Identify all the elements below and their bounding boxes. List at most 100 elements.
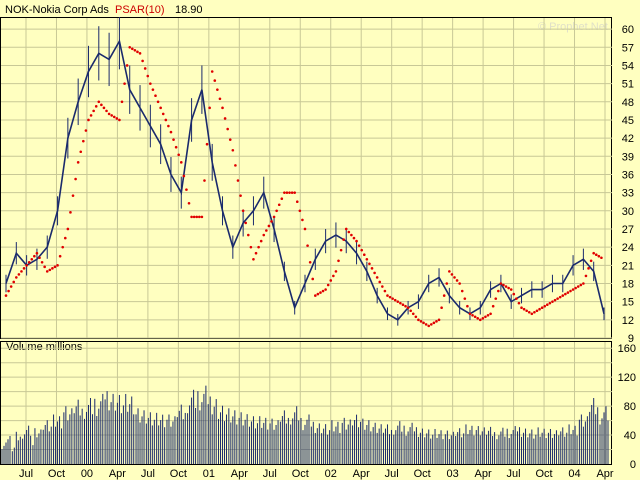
psar-point xyxy=(43,265,46,269)
psar-point xyxy=(448,270,451,273)
x-tick-label: Oct xyxy=(170,468,187,480)
psar-point xyxy=(58,254,62,258)
psar-point xyxy=(569,289,572,293)
psar-point xyxy=(502,283,505,287)
psar-point xyxy=(396,300,400,303)
psar-point xyxy=(422,321,425,325)
psar-point xyxy=(347,230,351,234)
psar-point xyxy=(298,209,302,213)
psar-point xyxy=(388,295,392,299)
psar-point xyxy=(272,215,276,219)
volume-y-tick-label: 0 xyxy=(630,459,636,471)
psar-point xyxy=(100,103,103,107)
psar-point xyxy=(239,194,242,197)
psar-point xyxy=(515,297,518,300)
price-y-tick-label: 45 xyxy=(622,115,634,127)
psar-point xyxy=(218,97,222,101)
psar-point xyxy=(205,142,209,146)
psar-point xyxy=(538,307,541,311)
psar-point xyxy=(344,227,348,231)
psar-point xyxy=(38,256,41,260)
psar-point xyxy=(138,52,142,55)
psar-point xyxy=(491,304,495,308)
psar-point xyxy=(414,315,418,319)
psar-point xyxy=(4,294,8,297)
psar-point xyxy=(545,303,549,306)
psar-point xyxy=(190,215,193,219)
x-tick-label: 02 xyxy=(325,468,337,480)
psar-point xyxy=(445,282,449,285)
psar-point xyxy=(107,112,111,116)
psar-point xyxy=(22,267,26,270)
psar-point xyxy=(195,215,199,219)
psar-point xyxy=(594,253,598,257)
psar-point xyxy=(45,270,49,273)
psar-point xyxy=(283,191,286,194)
psar-point xyxy=(553,298,557,302)
psar-point xyxy=(417,318,420,322)
psar-point xyxy=(17,273,21,276)
psar-point xyxy=(185,188,188,191)
psar-point xyxy=(82,139,85,143)
psar-point xyxy=(566,291,570,294)
psar-point xyxy=(182,174,186,178)
psar-point xyxy=(208,106,211,110)
psar-point xyxy=(223,117,227,120)
price-y-tick-label: 15 xyxy=(622,297,634,309)
psar-point xyxy=(365,257,369,261)
psar-point xyxy=(226,127,229,131)
psar-point xyxy=(326,283,330,287)
psar-point xyxy=(187,201,191,205)
psar-point xyxy=(522,307,526,311)
psar-point xyxy=(84,129,88,132)
psar-point xyxy=(89,114,93,117)
psar-point xyxy=(27,260,31,264)
price-y-tick-label: 27 xyxy=(622,224,634,236)
psar-point xyxy=(53,265,57,269)
psar-point xyxy=(337,259,340,263)
volume-y-tick-label: 120 xyxy=(618,372,636,384)
psar-point xyxy=(458,282,461,285)
price-y-tick-label: 48 xyxy=(622,97,634,109)
psar-point xyxy=(533,310,536,314)
psar-point xyxy=(35,251,39,255)
psar-point xyxy=(509,288,513,291)
psar-point xyxy=(244,221,248,225)
psar-point xyxy=(56,264,59,267)
psar-point xyxy=(92,109,95,113)
psar-point xyxy=(48,268,52,272)
psar-point xyxy=(295,200,299,204)
psar-point xyxy=(66,227,70,231)
psar-point xyxy=(600,256,603,260)
psar-point xyxy=(530,312,534,316)
price-y-tick-label: 18 xyxy=(622,278,634,290)
psar-point xyxy=(527,310,531,314)
psar-point xyxy=(430,323,433,326)
volume-y-tick-label: 80 xyxy=(624,401,636,413)
x-tick-label: Apr xyxy=(353,468,370,480)
psar-point xyxy=(33,254,36,258)
psar-point xyxy=(221,106,224,110)
psar-point xyxy=(471,313,474,317)
psar-point xyxy=(592,251,595,255)
symbol-label: NOK-Nokia Corp Ads xyxy=(5,4,109,16)
psar-point xyxy=(481,317,485,320)
psar-point xyxy=(308,260,312,264)
psar-point xyxy=(440,306,443,310)
psar-point xyxy=(262,233,266,237)
psar-point xyxy=(375,276,379,279)
psar-point xyxy=(115,117,119,120)
psar-point xyxy=(159,106,162,110)
psar-point xyxy=(87,118,90,122)
psar-point xyxy=(146,74,150,78)
psar-point xyxy=(128,45,132,49)
psar-point xyxy=(476,317,479,320)
psar-point xyxy=(558,295,562,299)
psar-point xyxy=(257,245,260,249)
x-tick-label: Jul xyxy=(263,468,277,480)
psar-point xyxy=(301,218,304,222)
psar-point xyxy=(110,114,113,117)
psar-point xyxy=(463,297,467,300)
psar-point xyxy=(123,82,126,85)
